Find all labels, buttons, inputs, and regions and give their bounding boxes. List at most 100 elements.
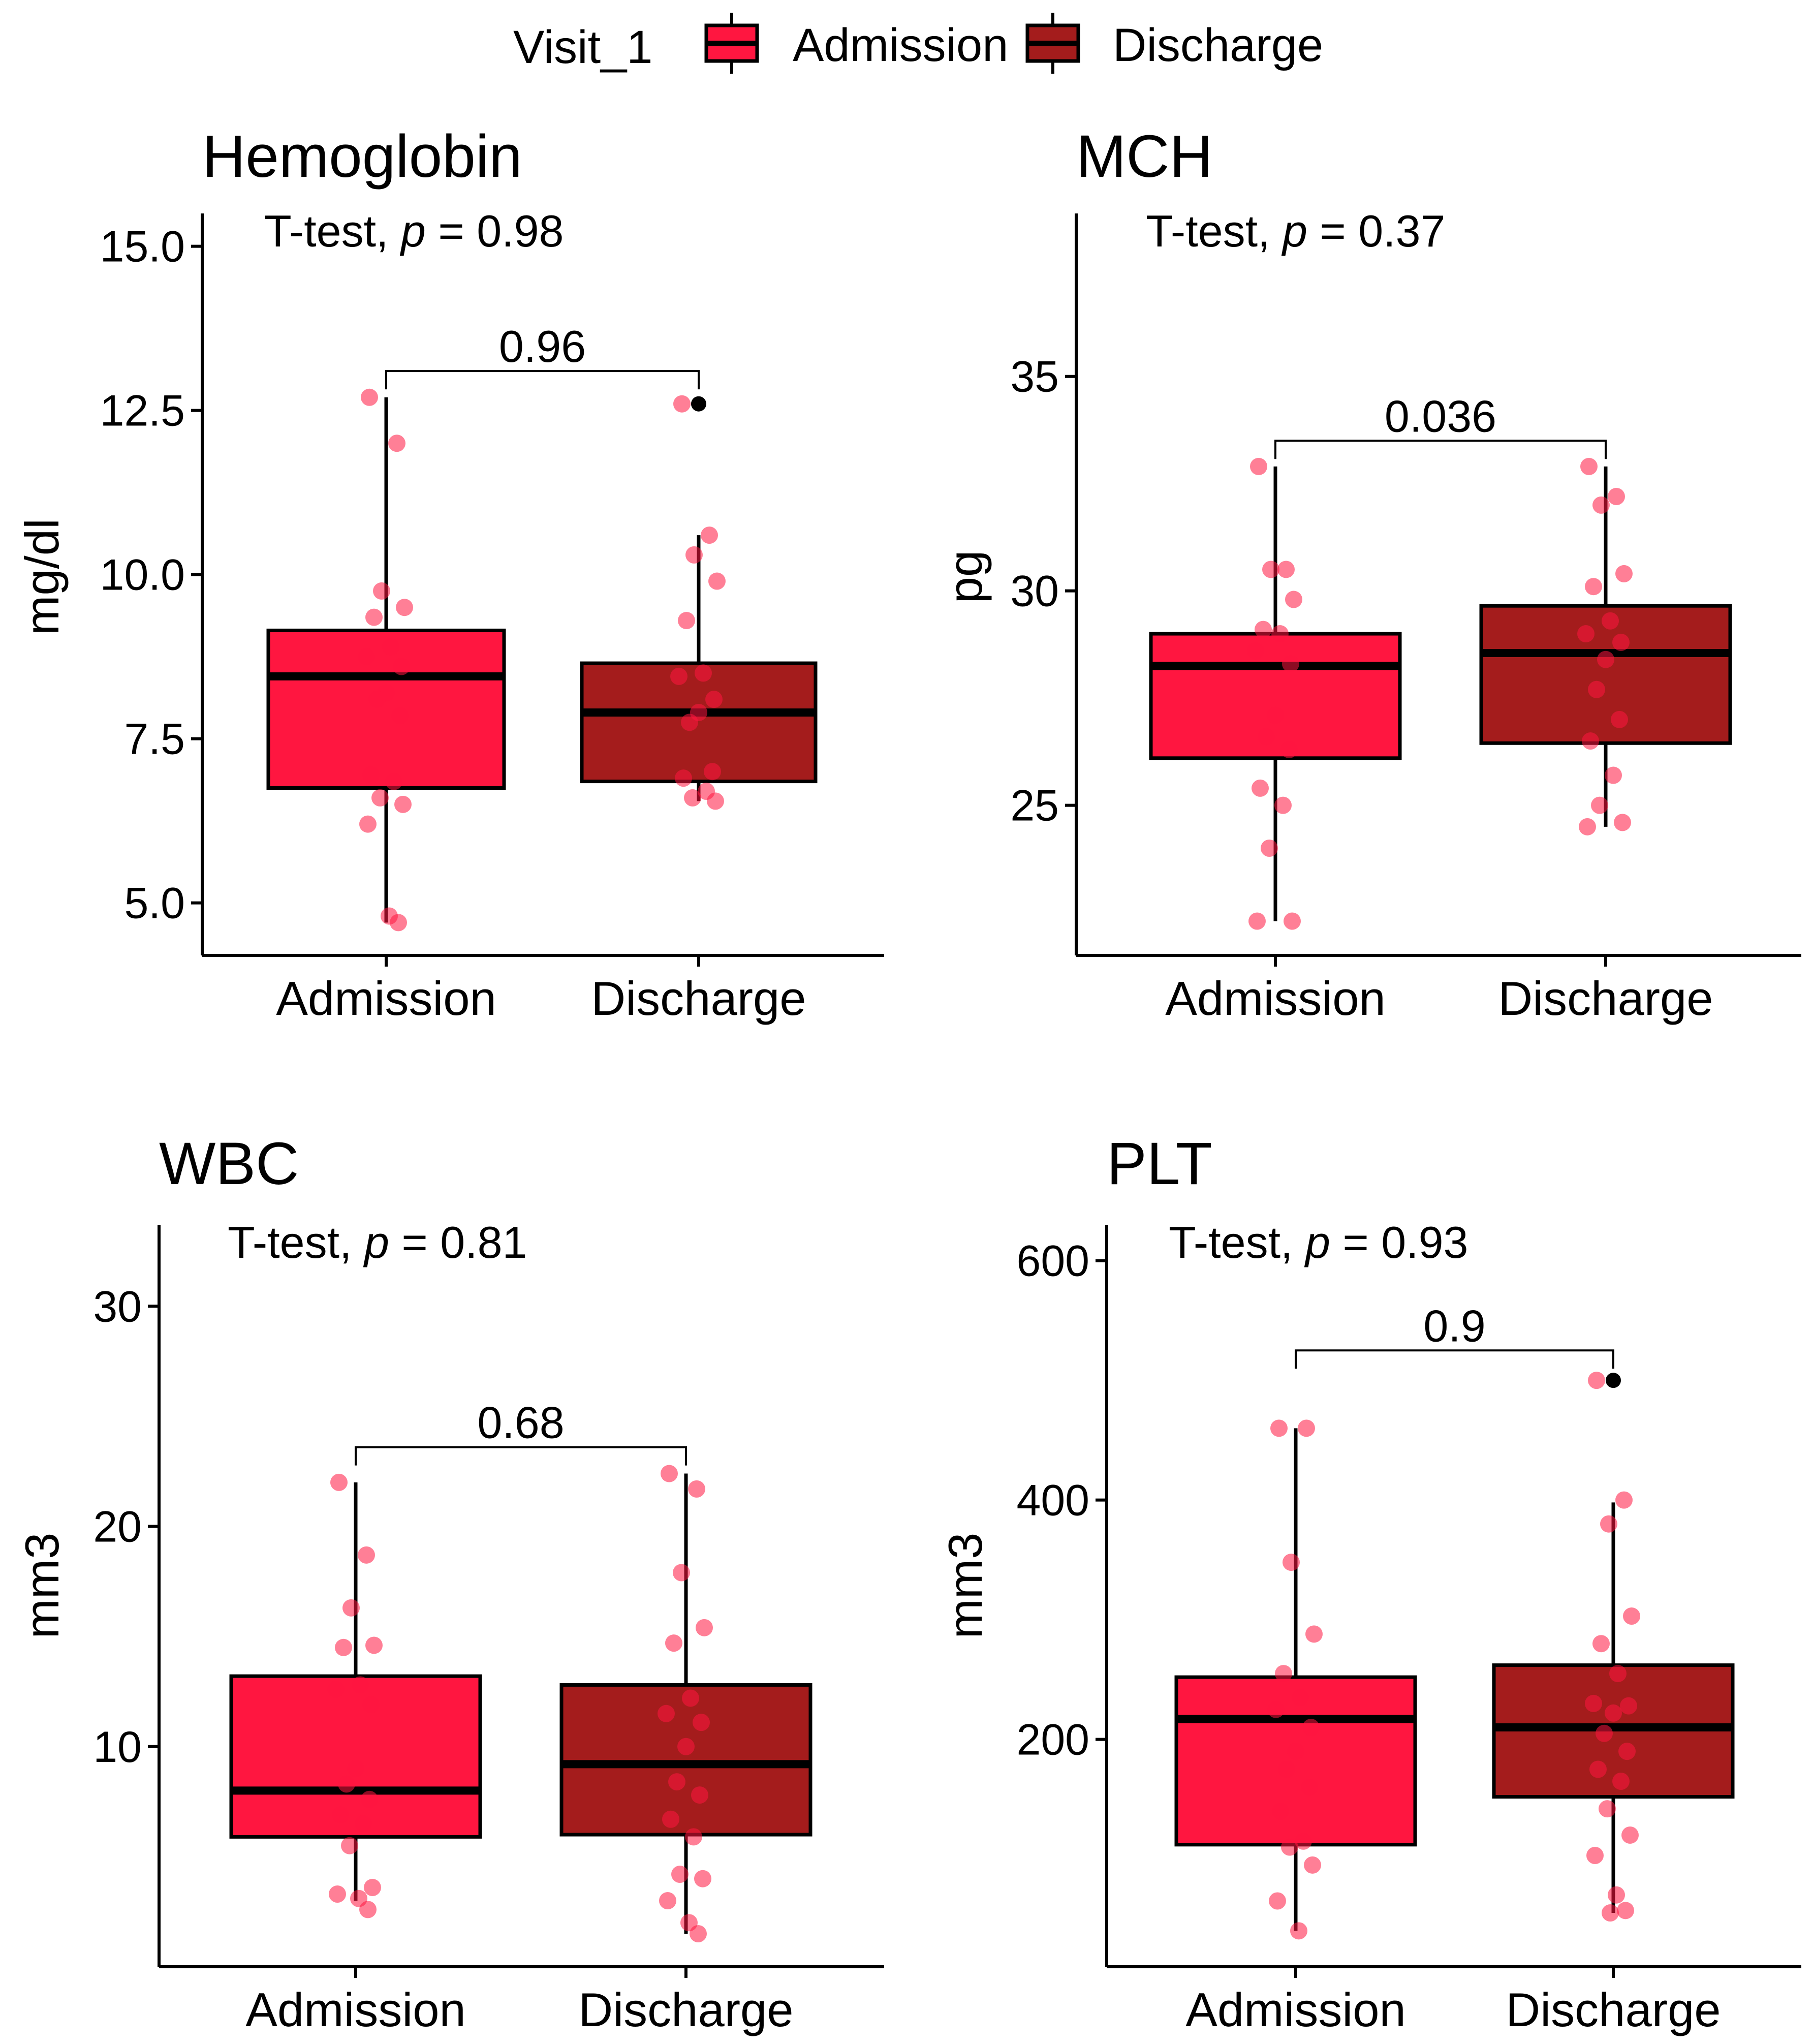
point-mch-0-6 (1247, 642, 1264, 660)
point-mch-0-3 (1285, 591, 1302, 608)
comparison-label-hemoglobin: 0.96 (499, 321, 586, 371)
ttest-label-plt: T-test, p = 0.93 (1169, 1217, 1468, 1267)
point-wbc-0-14 (364, 1879, 381, 1897)
points-plt (1267, 1372, 1640, 1940)
point-mch-1-2 (1592, 496, 1610, 514)
point-wbc-1-12 (685, 1828, 702, 1846)
ttest-label-mch: T-test, p = 0.37 (1146, 206, 1445, 256)
panel-plt: PLT T-test, p = 0.93 mm3 200 400 600 Admis… (939, 1130, 1801, 2036)
point-hemoglobin-1-11 (675, 769, 692, 787)
comparison-label-mch: 0.036 (1385, 391, 1496, 441)
point-wbc-0-12 (355, 1815, 372, 1833)
point-wbc-0-10 (361, 1790, 378, 1808)
point-mch-0-2 (1262, 561, 1279, 578)
point-wbc-1-6 (658, 1705, 675, 1722)
y-ticks-wbc: 10 20 30 (93, 1282, 159, 1772)
point-wbc-1-1 (688, 1480, 705, 1498)
point-wbc-1-14 (694, 1870, 711, 1887)
point-hemoglobin-0-2 (373, 582, 390, 600)
point-hemoglobin-0-0 (361, 388, 378, 406)
point-plt-1-8 (1605, 1704, 1622, 1722)
point-wbc-1-13 (671, 1866, 689, 1883)
point-plt-0-3 (1305, 1625, 1323, 1643)
point-mch-1-0 (1580, 457, 1598, 475)
point-hemoglobin-0-13 (371, 789, 389, 807)
ttest-pvalue-plt: = 0.93 (1342, 1217, 1468, 1267)
x-tick-label-wbc-0: Admission (245, 1983, 466, 2036)
point-plt-1-6 (1585, 1694, 1602, 1712)
ttest-prefix-mch: T-test, (1146, 206, 1270, 256)
point-plt-1-10 (1618, 1743, 1636, 1760)
point-wbc-1-2 (673, 1564, 690, 1582)
point-hemoglobin-0-3 (396, 599, 413, 616)
y-tick-label-hemoglobin-2: 10.0 (100, 551, 185, 600)
y-tick-label-plt-0: 200 (1017, 1716, 1090, 1764)
comparison-wbc: 0.68 (355, 1398, 687, 1466)
panel-hemoglobin: Hemoglobin T-test, p = 0.98 mg/dl 5.0 7.5… (15, 123, 884, 1025)
comparison-bracket-wbc (355, 1446, 687, 1466)
point-mch-0-11 (1252, 779, 1269, 797)
point-wbc-1-4 (665, 1634, 682, 1652)
boxes-wbc (229, 1473, 812, 1934)
x-ticks-plt: Admission Discharge (1185, 1967, 1721, 2036)
point-mch-1-14 (1614, 814, 1631, 831)
ttest-pvalue-mch: = 0.37 (1320, 206, 1445, 256)
ttest-pvalue-hemoglobin: = 0.98 (438, 206, 564, 256)
point-wbc-1-5 (682, 1689, 699, 1707)
box-hemoglobin-0 (266, 628, 506, 790)
point-plt-1-3 (1623, 1607, 1640, 1625)
panel-title-plt: PLT (1107, 1130, 1212, 1197)
legend-title: Visit_1 (513, 21, 652, 73)
ttest-pvalue-wbc: = 0.81 (401, 1217, 527, 1267)
x-tick-label-hemoglobin-0: Admission (276, 972, 496, 1025)
point-plt-0-5 (1292, 1689, 1309, 1707)
point-plt-0-4 (1275, 1665, 1292, 1683)
x-tick-label-mch-1: Discharge (1498, 972, 1713, 1025)
x-ticks-hemoglobin: Admission Discharge (276, 955, 806, 1025)
point-mch-0-15 (1248, 912, 1266, 930)
y-axis-label-wbc: mm3 (15, 1533, 69, 1639)
point-plt-0-13 (1281, 1838, 1298, 1856)
point-wbc-0-4 (335, 1638, 352, 1656)
point-wbc-0-7 (362, 1696, 380, 1714)
point-mch-1-8 (1597, 651, 1614, 668)
point-mch-1-3 (1615, 565, 1633, 582)
point-plt-1-17 (1617, 1902, 1634, 1919)
x-tick-label-wbc-1: Discharge (578, 1983, 793, 2036)
panel-title-hemoglobin: Hemoglobin (202, 123, 522, 190)
point-mch-0-1 (1277, 561, 1295, 578)
y-axis-label-plt: mm3 (939, 1533, 992, 1639)
point-wbc-0-6 (327, 1681, 345, 1698)
point-wbc-0-11 (332, 1806, 349, 1824)
y-tick-label-hemoglobin-0: 5.0 (124, 879, 185, 928)
point-plt-1-9 (1596, 1724, 1613, 1742)
legend-entry-discharge: Discharge (1025, 13, 1323, 74)
legend-entry-admission: Admission (704, 13, 1008, 74)
x-ticks-mch: Admission Discharge (1165, 955, 1713, 1025)
x-tick-label-plt-0: Admission (1185, 1983, 1406, 2036)
point-wbc-1-17 (690, 1925, 707, 1943)
comparison-label-wbc: 0.68 (477, 1398, 564, 1448)
point-wbc-1-3 (696, 1619, 713, 1636)
ttest-p-symbol-hemoglobin: p (399, 206, 426, 256)
comparison-bracket-hemoglobin (385, 370, 700, 390)
point-plt-0-9 (1278, 1760, 1295, 1778)
point-hemoglobin-1-6 (670, 667, 687, 685)
comparison-mch: 0.036 (1274, 391, 1607, 459)
point-mch-0-5 (1271, 625, 1289, 643)
point-hemoglobin-1-14 (707, 792, 724, 810)
point-hemoglobin-0-5 (382, 638, 399, 656)
panel-wbc: WBC T-test, p = 0.81 mm3 10 20 30 Admissio… (15, 1130, 884, 2036)
point-wbc-0-8 (347, 1760, 364, 1778)
point-wbc-1-10 (691, 1786, 708, 1804)
box-wbc-1 (559, 1683, 812, 1837)
point-mch-0-14 (1284, 912, 1301, 930)
point-mch-1-9 (1588, 680, 1605, 698)
box-mch-0 (1149, 632, 1402, 760)
point-mch-1-12 (1605, 766, 1622, 784)
point-plt-0-16 (1290, 1922, 1307, 1940)
outlier-hemoglobin-1-0 (691, 396, 706, 412)
point-plt-1-18 (1602, 1904, 1619, 1922)
y-tick-label-hemoglobin-1: 7.5 (124, 715, 185, 764)
